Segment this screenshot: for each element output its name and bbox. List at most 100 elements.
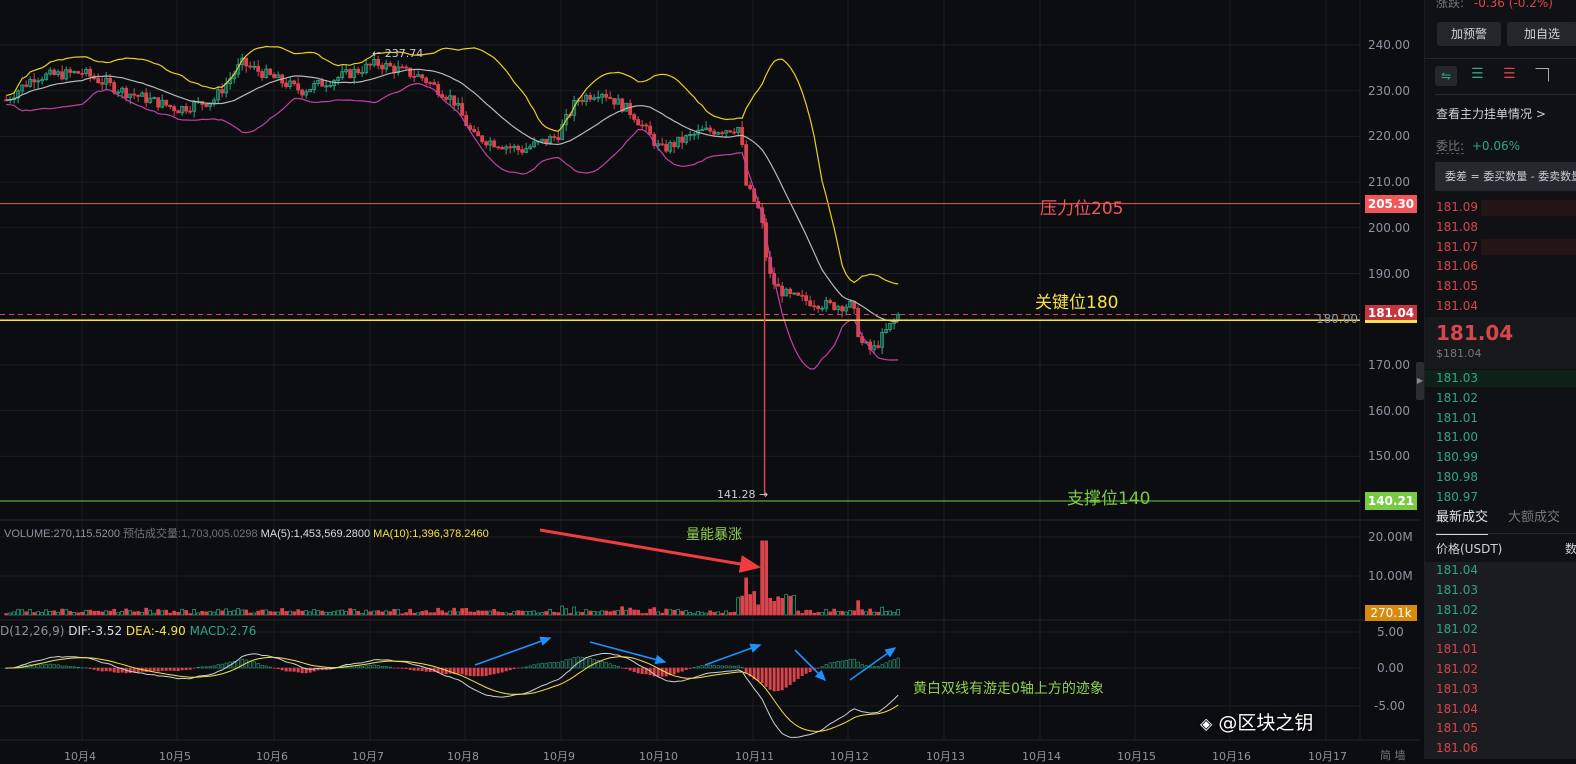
macd-histogram-bar: [845, 660, 847, 668]
tab-latest-trades[interactable]: 最新成交: [1436, 506, 1488, 535]
ask-row[interactable]: 181.06: [1436, 259, 1478, 273]
orderbook-bids-icon[interactable]: ☰: [1471, 66, 1484, 82]
expand-icon[interactable]: [1535, 68, 1549, 82]
macd-histogram-bar: [73, 667, 75, 668]
collapse-panel-handle[interactable]: ▶: [1416, 362, 1424, 400]
macd-histogram-bar: [69, 666, 71, 668]
macd-histogram-bar: [289, 668, 291, 671]
bid-row[interactable]: 181.03: [1436, 371, 1478, 385]
bid-row[interactable]: 180.98: [1436, 470, 1478, 484]
add-watchlist-button[interactable]: 加自选: [1507, 22, 1576, 46]
add-alert-button[interactable]: 加预警: [1437, 22, 1501, 46]
volume-bar: [133, 612, 136, 615]
candle-body: [681, 137, 684, 142]
volume-bar: [285, 611, 288, 615]
volume-bar: [13, 612, 16, 615]
trade-row: 181.03: [1436, 682, 1478, 696]
orderbook-both-icon[interactable]: ⇋: [1435, 66, 1457, 86]
orderbook-asks-icon[interactable]: ☰: [1503, 66, 1516, 82]
ask-row[interactable]: 181.07: [1436, 240, 1478, 254]
volume-bar: [493, 609, 496, 615]
volume-bar: [429, 613, 432, 615]
candle-body: [833, 303, 836, 310]
macd-value: MACD:2.76: [190, 624, 257, 638]
macd-histogram-bar: [553, 662, 555, 668]
macd-histogram-bar: [65, 666, 67, 668]
volume-bar: [101, 612, 104, 615]
kline-chart[interactable]: [0, 0, 1420, 759]
macd-histogram-bar: [489, 668, 491, 675]
macd-histogram-bar: [897, 658, 899, 668]
volume-bar: [345, 612, 348, 615]
macd-histogram-bar: [45, 664, 47, 668]
candle-body: [81, 73, 84, 74]
bid-row[interactable]: 180.99: [1436, 450, 1478, 464]
candle-body: [797, 293, 800, 295]
volume-bar: [169, 613, 172, 615]
change-row: 涨跌: -0.36 (-0.2%): [1436, 0, 1553, 11]
volume-bar: [625, 610, 628, 615]
volume-bar: [701, 612, 704, 615]
macd-histogram-bar: [745, 668, 747, 673]
volume-bar: [473, 612, 476, 615]
macd-histogram-bar: [421, 668, 423, 671]
blue-trend-arrow: [475, 638, 550, 665]
bid-row[interactable]: 181.00: [1436, 430, 1478, 444]
macd-histogram-bar: [157, 668, 159, 671]
macd-histogram-bar: [385, 667, 387, 668]
ask-row[interactable]: 181.05: [1436, 279, 1478, 293]
volume-bar: [53, 611, 56, 615]
volume-bar: [401, 614, 404, 615]
macd-histogram-bar: [61, 666, 63, 668]
volume-bar: [241, 610, 244, 615]
tab-large-trades[interactable]: 大额成交: [1508, 506, 1560, 525]
bid-row[interactable]: 181.02: [1436, 391, 1478, 405]
volume-bar: [573, 607, 576, 615]
bid-row[interactable]: 181.01: [1436, 411, 1478, 425]
bid-row[interactable]: 180.97: [1436, 490, 1478, 504]
candle-body: [69, 70, 72, 73]
macd-histogram-bar: [153, 668, 155, 671]
chart-corner-buttons[interactable]: 简 墙: [1380, 747, 1406, 763]
volume-bar: [229, 611, 232, 615]
volume-bar: [209, 611, 212, 615]
volume-bar: [533, 611, 536, 615]
volume-bar: [273, 612, 276, 615]
volume-bar: [221, 611, 224, 615]
volume-bar: [721, 613, 724, 615]
macd-histogram-bar: [37, 665, 39, 668]
macd-histogram-bar: [381, 666, 383, 668]
ask-row[interactable]: 181.04: [1436, 299, 1478, 313]
volume-bar: [469, 612, 472, 615]
candle-body: [673, 143, 676, 147]
macd-histogram-bar: [389, 667, 391, 668]
volume-bar: [173, 611, 176, 615]
macd-histogram-bar: [789, 668, 791, 685]
macd-histogram-bar: [513, 668, 515, 669]
candle-body: [733, 132, 736, 133]
macd-histogram-bar: [829, 663, 831, 668]
candle-body: [713, 131, 716, 134]
volume-bar: [397, 610, 400, 615]
candle-body: [109, 78, 112, 82]
macd-histogram-bar: [217, 665, 219, 668]
main-orders-link[interactable]: 查看主力挂单情况 >: [1436, 105, 1546, 122]
volume-bar: [333, 612, 336, 615]
ask-row[interactable]: 181.08: [1436, 220, 1478, 234]
macd-annotation: 黄白双线有游走0轴上方的迹象: [913, 678, 1104, 698]
volume-bar: [501, 612, 504, 615]
volume-bar: [89, 610, 92, 615]
volume-bar: [113, 609, 116, 615]
candle-body: [157, 98, 160, 108]
macd-histogram-bar: [801, 668, 803, 676]
macd-histogram-bar: [473, 668, 475, 676]
resistance-annotation: 压力位205: [1040, 194, 1123, 219]
price-axis-tick: 170.00: [1368, 358, 1410, 372]
macd-histogram-bar: [685, 668, 687, 670]
volume-bar: [57, 612, 60, 615]
volume-bar: [809, 610, 812, 615]
candle-body: [841, 307, 844, 311]
macd-histogram-bar: [825, 664, 827, 668]
ask-row[interactable]: 181.09: [1436, 200, 1478, 214]
macd-histogram-bar: [173, 668, 175, 671]
